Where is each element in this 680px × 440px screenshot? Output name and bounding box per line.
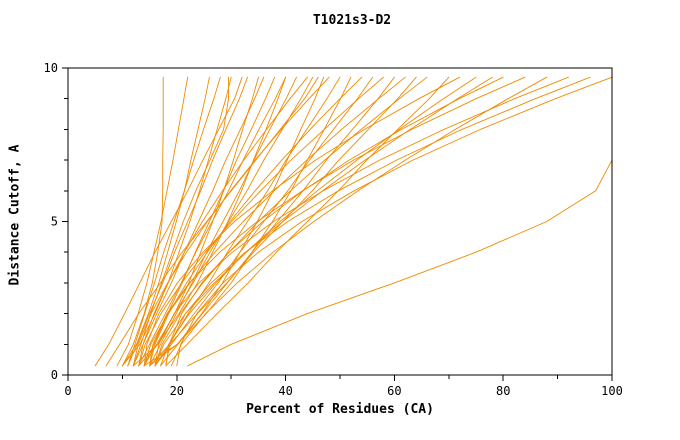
series-line [138,76,287,367]
y-axis-label: Distance Cutoff, A [7,144,23,286]
series-line [176,76,613,367]
series-line [143,76,276,367]
x-tick-label: 40 [278,384,292,398]
series-line [165,76,450,367]
y-tick-label: 10 [44,61,58,75]
series-line [127,76,248,367]
y-tick-label: 0 [51,368,58,382]
x-tick-label: 60 [387,384,401,398]
x-tick-label: 0 [64,384,71,398]
x-tick-label: 100 [601,384,623,398]
x-tick-label: 80 [496,384,510,398]
series-line [132,76,287,367]
series-line [143,76,352,367]
chart-title: T1021s3-D2 [312,13,392,28]
x-axis-label: Percent of Residues (CA) [246,402,434,417]
series-line [165,76,504,367]
series-line [187,76,613,367]
series-line [149,76,325,367]
series-line [154,76,374,367]
series-line [121,76,164,367]
series-line [116,76,189,367]
series-line [105,76,319,367]
x-tick-label: 20 [170,384,184,398]
series-line [94,76,243,367]
series-line [154,76,493,367]
series-line [138,76,384,367]
y-tick-label: 5 [51,215,58,229]
series-line [121,76,232,367]
series-line [149,76,526,367]
series-line [170,76,548,367]
series-line [160,76,395,367]
series-line [132,76,330,367]
series-line [132,76,229,367]
series-line [154,76,428,367]
series-line [132,76,265,367]
series-line [160,76,477,367]
series-line [143,76,461,367]
series-line [121,76,210,367]
series-line [149,76,297,367]
series-line [154,76,569,367]
series-line [127,76,221,367]
series-line [149,76,363,367]
series-line [165,76,591,367]
series-line [138,76,308,367]
